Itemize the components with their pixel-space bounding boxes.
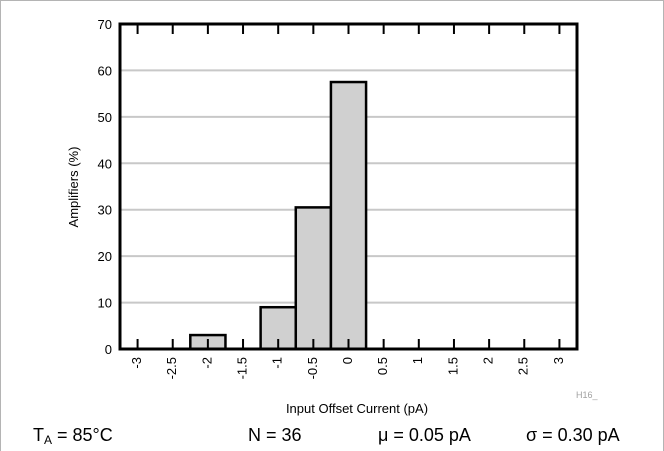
y-tick-label-2: 20 [98, 249, 112, 264]
y-tick-label-0: 0 [105, 342, 112, 357]
y-axis-label: Amplifiers (%) [66, 147, 81, 228]
x-tick-label-3: -1.5 [234, 357, 249, 379]
x-tick-label-4: -1 [270, 357, 285, 369]
stats-footer: TA = 85°C N = 36 μ = 0.05 pA σ = 0.30 pA [1, 425, 664, 451]
temperature-stat: TA = 85°C [33, 425, 113, 447]
y-tick-label-4: 40 [98, 156, 112, 171]
y-tick-label-3: 30 [98, 203, 112, 218]
y-tick-label-5: 50 [98, 110, 112, 125]
plot-frame [118, 22, 579, 351]
bars [189, 80, 368, 351]
x-tick-label-1: -2.5 [164, 357, 179, 379]
bar-0 [329, 80, 368, 351]
sample-count-stat: N = 36 [248, 425, 302, 445]
figure-id-annotation: H16_ [576, 390, 599, 400]
std-dev-stat: σ = 0.30 pA [526, 425, 620, 445]
bar--0.5 [294, 206, 333, 351]
y-tick-labels: 0 10 20 30 40 50 60 70 [98, 17, 112, 357]
x-tick-label-6: 0 [340, 357, 355, 364]
y-tick-label-1: 10 [98, 296, 112, 311]
mean-stat: μ = 0.05 pA [378, 425, 471, 445]
x-tick-label-5: -0.5 [305, 357, 320, 379]
x-tick-label-12: 3 [551, 357, 566, 364]
x-tick-label-7: 0.5 [375, 357, 390, 375]
x-tick-label-0: -3 [129, 357, 144, 369]
x-tick-labels: -3 -2.5 -2 -1.5 -1 -0.5 0 0.5 1 1.5 2 2.5 3 [129, 357, 566, 379]
y-tick-label-7: 70 [98, 17, 112, 32]
x-axis-label: Input Offset Current (pA) [286, 401, 428, 416]
x-tick-label-10: 2 [481, 357, 496, 364]
x-tick-label-11: 2.5 [516, 357, 531, 375]
x-tick-label-9: 1.5 [445, 357, 460, 375]
x-tick-label-8: 1 [410, 357, 425, 364]
y-tick-label-6: 60 [98, 63, 112, 78]
histogram-chart: 0 10 20 30 40 50 60 70 -3 -2.5 -2 -1.5 -1 -0.5 0 0.5 1 1… [66, 17, 599, 416]
x-tick-label-2: -2 [199, 357, 214, 369]
